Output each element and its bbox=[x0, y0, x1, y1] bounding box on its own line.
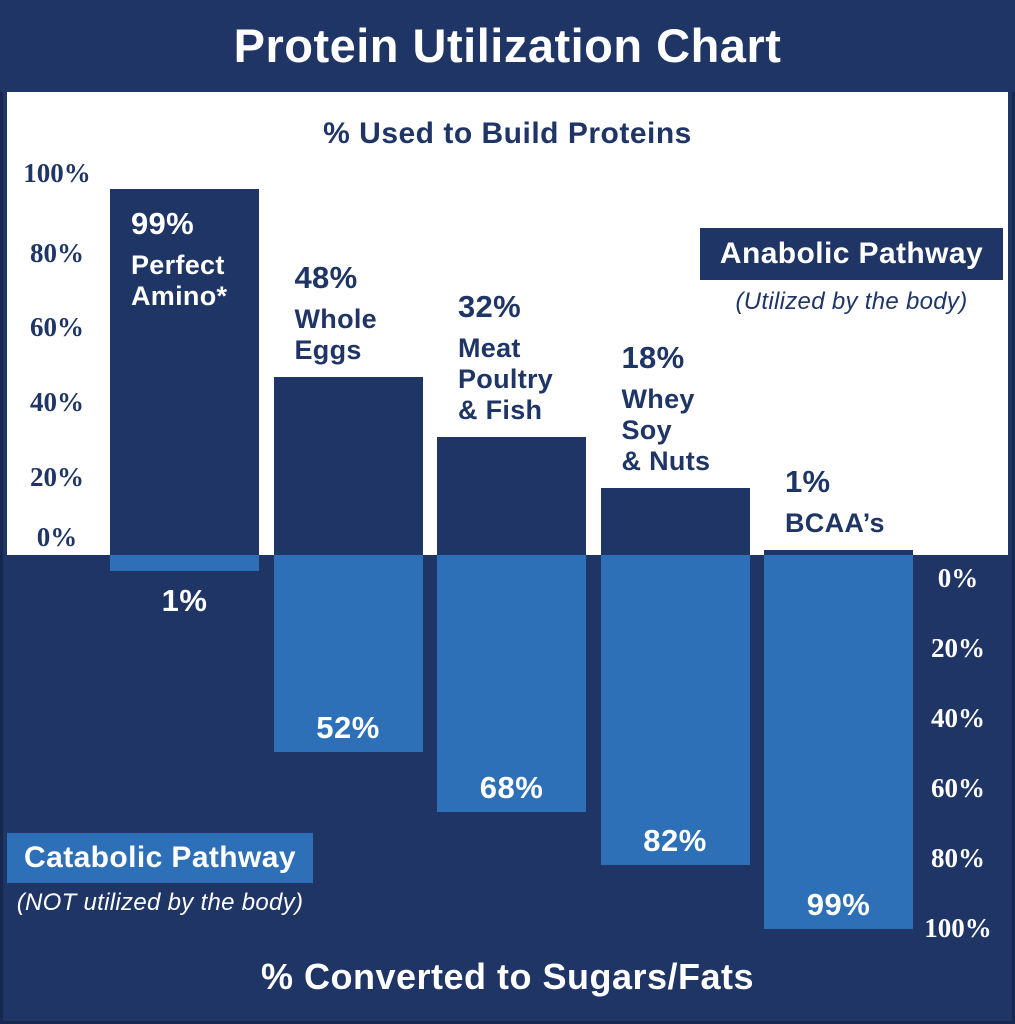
top-axis-title: % Used to Build Proteins bbox=[323, 117, 692, 150]
category-label-line: Soy bbox=[621, 415, 672, 446]
category-label-line: Whole bbox=[294, 304, 377, 335]
left-axis-tick: 0% bbox=[36, 522, 78, 552]
catabolic-value-label: 68% bbox=[479, 770, 544, 806]
catabolic-legend-caption: (NOT utilized by the body) bbox=[16, 889, 304, 916]
anabolic-value-label: 18% bbox=[621, 340, 685, 376]
left-axis-tick: 20% bbox=[30, 462, 84, 492]
category-label-line: Eggs bbox=[294, 335, 362, 366]
right-axis-tick: 80% bbox=[931, 843, 985, 873]
category-label-line: Meat bbox=[458, 332, 521, 363]
bar-label: 1% BCAA’s bbox=[785, 466, 885, 539]
category-label-line: Perfect bbox=[131, 249, 225, 280]
anabolic-bar bbox=[437, 436, 586, 555]
catabolic-bar bbox=[437, 555, 586, 813]
left-axis-tick: 100% bbox=[23, 158, 91, 188]
catabolic-bar bbox=[273, 555, 423, 752]
left-axis-tick: 80% bbox=[30, 238, 84, 268]
anabolic-legend-label: Anabolic Pathway bbox=[719, 237, 984, 270]
category-label-line: & Nuts bbox=[621, 446, 711, 477]
catabolic-value-label: 82% bbox=[643, 822, 707, 858]
catabolic-pathway-legend: Catabolic Pathway bbox=[7, 833, 313, 883]
catabolic-value-label: 99% bbox=[806, 887, 871, 923]
anabolic-pathway-legend: Anabolic Pathway bbox=[700, 228, 1003, 280]
catabolic-value-label: 52% bbox=[316, 709, 380, 745]
category-label-line: Poultry bbox=[458, 363, 554, 394]
right-axis-tick: 60% bbox=[931, 773, 985, 803]
left-axis-tick: 60% bbox=[30, 312, 84, 342]
anabolic-bar bbox=[110, 188, 259, 555]
right-axis-tick: 20% bbox=[931, 633, 985, 663]
bar-label: 99% Perfect Amino* bbox=[131, 205, 228, 312]
right-axis-tick: 40% bbox=[931, 703, 985, 733]
catabolic-bar bbox=[110, 555, 259, 571]
catabolic-bar bbox=[600, 555, 750, 865]
anabolic-legend-caption: (Utilized by the body) bbox=[735, 288, 968, 315]
right-axis-tick: 100% bbox=[924, 913, 992, 943]
catabolic-value-label: 1% bbox=[161, 583, 208, 618]
chart-title: Protein Utilization Chart bbox=[233, 19, 782, 72]
anabolic-bar bbox=[600, 488, 750, 555]
chart-title-bar: Protein Utilization Chart bbox=[0, 0, 1015, 92]
anabolic-value-label: 1% bbox=[785, 464, 831, 499]
category-label-line: BCAA’s bbox=[785, 508, 885, 538]
catabolic-legend-label: Catabolic Pathway bbox=[24, 841, 296, 874]
anabolic-bar bbox=[764, 550, 913, 555]
category-label-line: & Fish bbox=[458, 394, 543, 425]
anabolic-bar bbox=[273, 377, 423, 555]
anabolic-value-label: 48% bbox=[294, 260, 358, 296]
bar-label: 32% Meat Poultry & Fish bbox=[458, 288, 554, 426]
anabolic-value-label: 32% bbox=[458, 288, 521, 324]
bottom-axis-title: % Converted to Sugars/Fats bbox=[260, 956, 755, 997]
category-label-line: Amino* bbox=[131, 280, 228, 311]
bar-label: 48% Whole Eggs bbox=[295, 262, 378, 366]
bar-label: 18% Whey Soy & Nuts bbox=[622, 342, 711, 477]
left-axis-tick: 40% bbox=[30, 387, 84, 417]
right-axis-tick: 0% bbox=[937, 563, 979, 593]
category-label-line: Whey bbox=[621, 384, 695, 415]
catabolic-bar bbox=[764, 555, 913, 930]
anabolic-value-label: 99% bbox=[131, 205, 194, 241]
